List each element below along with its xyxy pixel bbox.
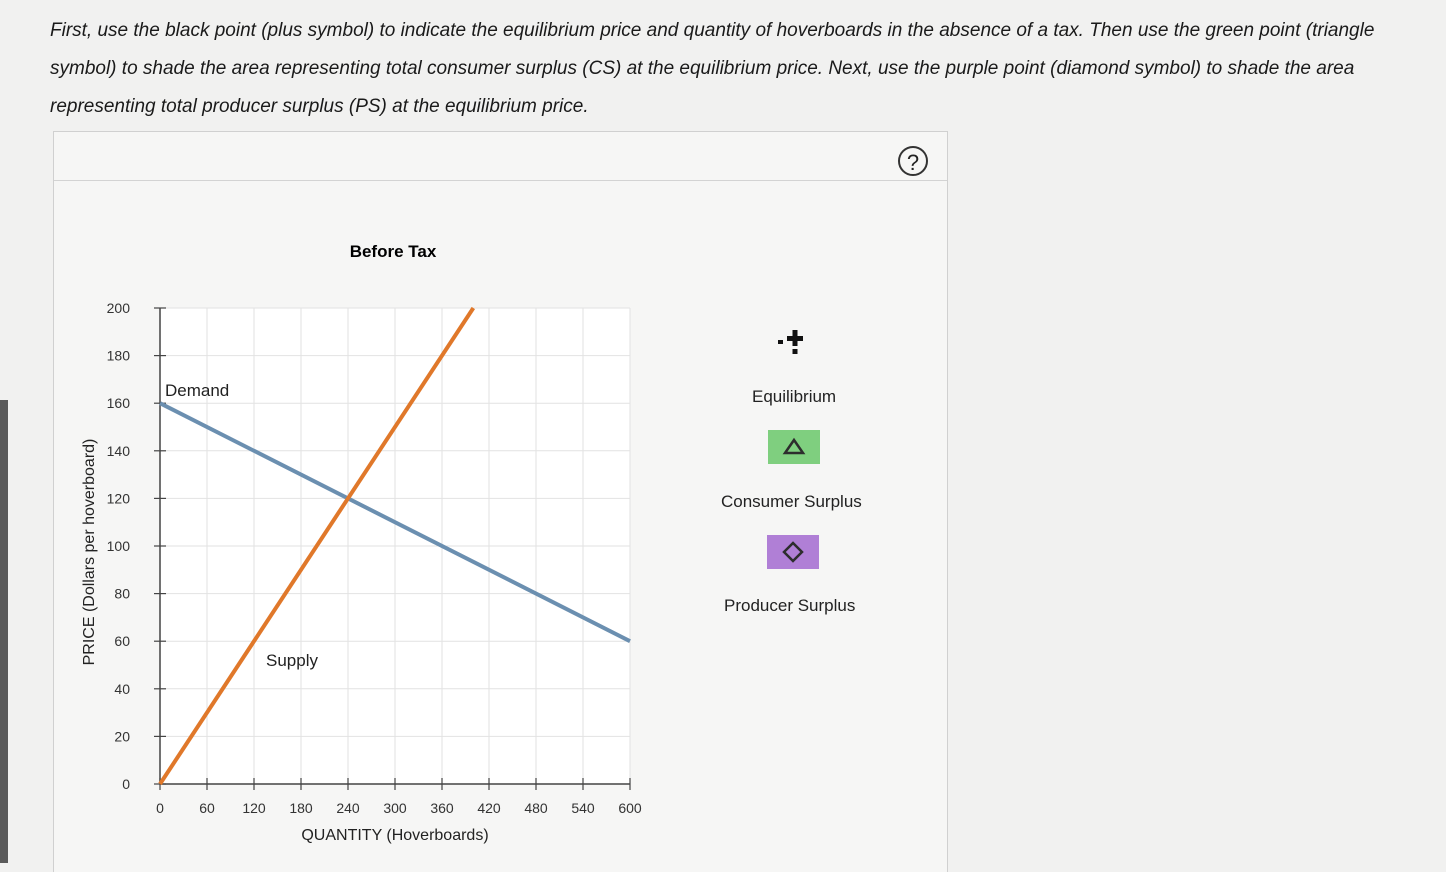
y-tick-label: 160 <box>107 395 131 411</box>
axis-ticks: 0 20 40 60 80 100 120 140 160 180 200 0 60 120 180 240 3… <box>107 300 642 816</box>
y-tick-label: 20 <box>114 728 130 744</box>
grid-lines <box>160 307 631 784</box>
y-axis-title: PRICE (Dollars per hoverboard) <box>81 439 98 666</box>
consumer-surplus-label: Consumer Surplus <box>721 492 862 511</box>
producer-surplus-button[interactable] <box>767 535 819 569</box>
y-tick-label: 100 <box>107 538 131 554</box>
supply-curve <box>158 306 476 786</box>
y-tick-label: 180 <box>107 348 131 364</box>
demand-curve <box>159 401 631 643</box>
window-edge <box>0 400 8 863</box>
x-tick-label: 120 <box>242 800 266 816</box>
diamond-icon <box>782 541 804 563</box>
supply-label: Supply <box>266 651 318 670</box>
graph-panel: ? 0 20 40 60 80 100 120 140 160 180 200 0 60 120 180 24… <box>53 131 948 872</box>
y-tick-label: 40 <box>114 681 130 697</box>
triangle-icon <box>782 437 806 455</box>
chart-title: Before Tax <box>350 242 437 261</box>
x-tick-label: 0 <box>156 800 164 816</box>
x-tick-label: 420 <box>477 800 501 816</box>
x-tick-label: 360 <box>430 800 454 816</box>
x-tick-label: 540 <box>571 800 595 816</box>
x-tick-label: 60 <box>199 800 215 816</box>
curves <box>158 306 631 786</box>
panel-header: ? <box>54 132 947 181</box>
plus-icon[interactable] <box>774 328 808 362</box>
y-tick-label: 120 <box>107 490 131 506</box>
x-tick-label: 480 <box>524 800 548 816</box>
equilibrium-label: Equilibrium <box>752 387 837 406</box>
consumer-surplus-button[interactable] <box>768 430 820 464</box>
y-tick-label: 60 <box>114 633 130 649</box>
y-tick-label: 80 <box>114 586 130 602</box>
x-tick-label: 600 <box>618 800 642 816</box>
y-tick-label: 0 <box>122 776 130 792</box>
x-axis-title: QUANTITY (Hoverboards) <box>301 827 488 844</box>
producer-surplus-label: Producer Surplus <box>724 596 856 615</box>
instructions-text: First, use the black point (plus symbol)… <box>50 20 1375 117</box>
y-tick-label: 140 <box>107 443 131 459</box>
x-tick-label: 240 <box>336 800 360 816</box>
graph-area[interactable]: 0 20 40 60 80 100 120 140 160 180 200 0 60 120 180 240 3… <box>54 132 947 864</box>
demand-label: Demand <box>165 381 229 400</box>
y-tick-label: 200 <box>107 300 131 316</box>
x-tick-label: 180 <box>289 800 313 816</box>
help-button[interactable]: ? <box>898 146 928 176</box>
x-tick-label: 300 <box>383 800 407 816</box>
